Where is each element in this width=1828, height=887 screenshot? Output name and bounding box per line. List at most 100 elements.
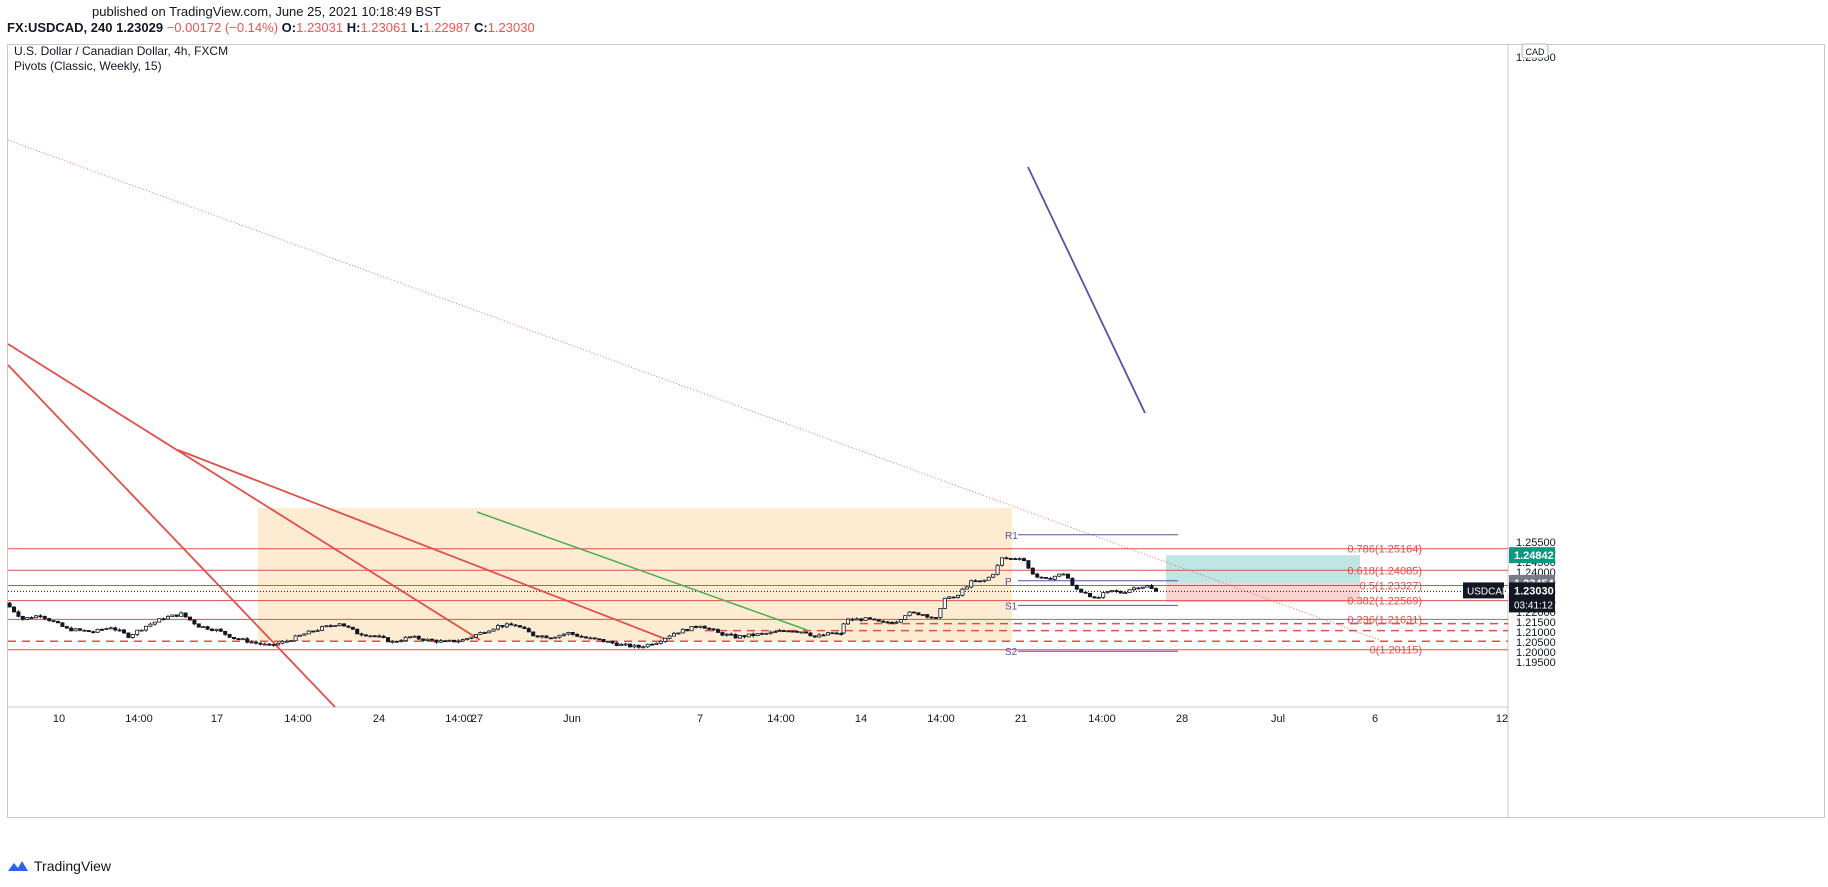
candle <box>689 626 694 632</box>
candle <box>1118 590 1123 594</box>
pivot-label: R1 <box>1005 531 1018 542</box>
candle <box>526 628 531 633</box>
candle <box>227 634 232 638</box>
candle <box>518 625 523 628</box>
candle <box>1057 573 1062 577</box>
candle <box>100 628 105 631</box>
candle <box>654 642 659 645</box>
candle <box>566 632 571 635</box>
candle <box>676 632 681 635</box>
candle <box>969 580 974 588</box>
time-tick-label: 27 <box>471 713 483 725</box>
candle <box>839 633 844 635</box>
candle <box>663 637 668 642</box>
candle <box>544 635 549 639</box>
candle <box>863 617 868 621</box>
candle <box>1092 596 1097 599</box>
candle <box>513 624 518 627</box>
candle <box>399 640 404 642</box>
candle <box>447 639 452 642</box>
candle <box>579 635 584 638</box>
candle <box>619 643 624 646</box>
price-tick-label: 1.20500 <box>1516 637 1556 649</box>
candle <box>645 643 650 648</box>
candle <box>1088 592 1093 598</box>
candle <box>916 612 921 616</box>
current-price-badge <box>1509 582 1555 613</box>
candle <box>1110 590 1115 592</box>
candle <box>192 619 197 625</box>
candle <box>341 623 346 627</box>
candle <box>456 640 461 643</box>
candle <box>130 634 135 638</box>
pivot-trend-line <box>1027 166 1146 414</box>
candle <box>978 580 983 583</box>
candle <box>465 637 470 641</box>
candle <box>925 614 930 618</box>
candle <box>522 626 527 629</box>
candle <box>531 631 536 637</box>
brand-label: TradingView <box>34 858 112 874</box>
candle <box>47 618 52 622</box>
fib-label: 0.786(1.25164) <box>1347 544 1422 556</box>
candle <box>201 626 206 629</box>
price-tick-label: 1.21000 <box>1516 627 1556 639</box>
candle <box>1140 586 1145 589</box>
candle <box>377 635 382 638</box>
candle <box>60 622 65 627</box>
candle <box>982 579 987 582</box>
high-label: H: <box>346 20 361 35</box>
candle <box>25 617 30 620</box>
fib-label: 0(1.20115) <box>1370 645 1422 657</box>
candle <box>412 635 417 638</box>
candle <box>416 635 421 640</box>
candle <box>764 632 769 635</box>
candle <box>540 635 545 638</box>
candle <box>469 636 474 639</box>
candle <box>363 634 368 637</box>
candle <box>606 640 611 643</box>
candle <box>297 634 302 637</box>
candle <box>854 618 859 621</box>
time-tick-label: 17 <box>211 713 223 725</box>
candle <box>751 633 756 636</box>
chart-frame[interactable] <box>7 44 1825 818</box>
candle <box>601 639 606 643</box>
candle <box>249 641 254 644</box>
candle <box>912 611 917 614</box>
candle <box>1145 585 1150 588</box>
candle <box>841 623 846 634</box>
stop-zone <box>1166 582 1360 603</box>
chart-title: U.S. Dollar / Canadian Dollar, 4h, FXCM <box>14 44 228 58</box>
candle <box>650 643 655 646</box>
price-change: −0.00172 (−0.14%) <box>166 20 279 35</box>
candle <box>964 586 969 590</box>
candle <box>86 630 91 633</box>
published-info: published on TradingView.com, June 25, 2… <box>92 4 441 19</box>
candle <box>991 573 996 578</box>
candle <box>183 612 188 618</box>
candle <box>711 628 716 631</box>
candle <box>938 608 943 618</box>
close-value: 1.23030 <box>487 20 535 35</box>
candle <box>1083 591 1088 594</box>
candle <box>1070 577 1075 586</box>
candle <box>152 621 157 625</box>
pivot-label: P <box>1005 577 1012 588</box>
candle <box>328 625 333 628</box>
candle <box>253 641 258 644</box>
time-tick-label: 14:00 <box>284 713 312 725</box>
candle <box>214 628 219 631</box>
candle <box>986 576 991 581</box>
candle <box>850 618 855 621</box>
candle <box>795 630 800 633</box>
candle <box>777 630 782 633</box>
candle <box>337 623 342 626</box>
candle <box>20 615 25 620</box>
candle <box>680 628 685 634</box>
candle <box>16 611 21 617</box>
candle <box>223 630 228 635</box>
candle <box>995 564 1000 575</box>
candle <box>196 623 201 628</box>
